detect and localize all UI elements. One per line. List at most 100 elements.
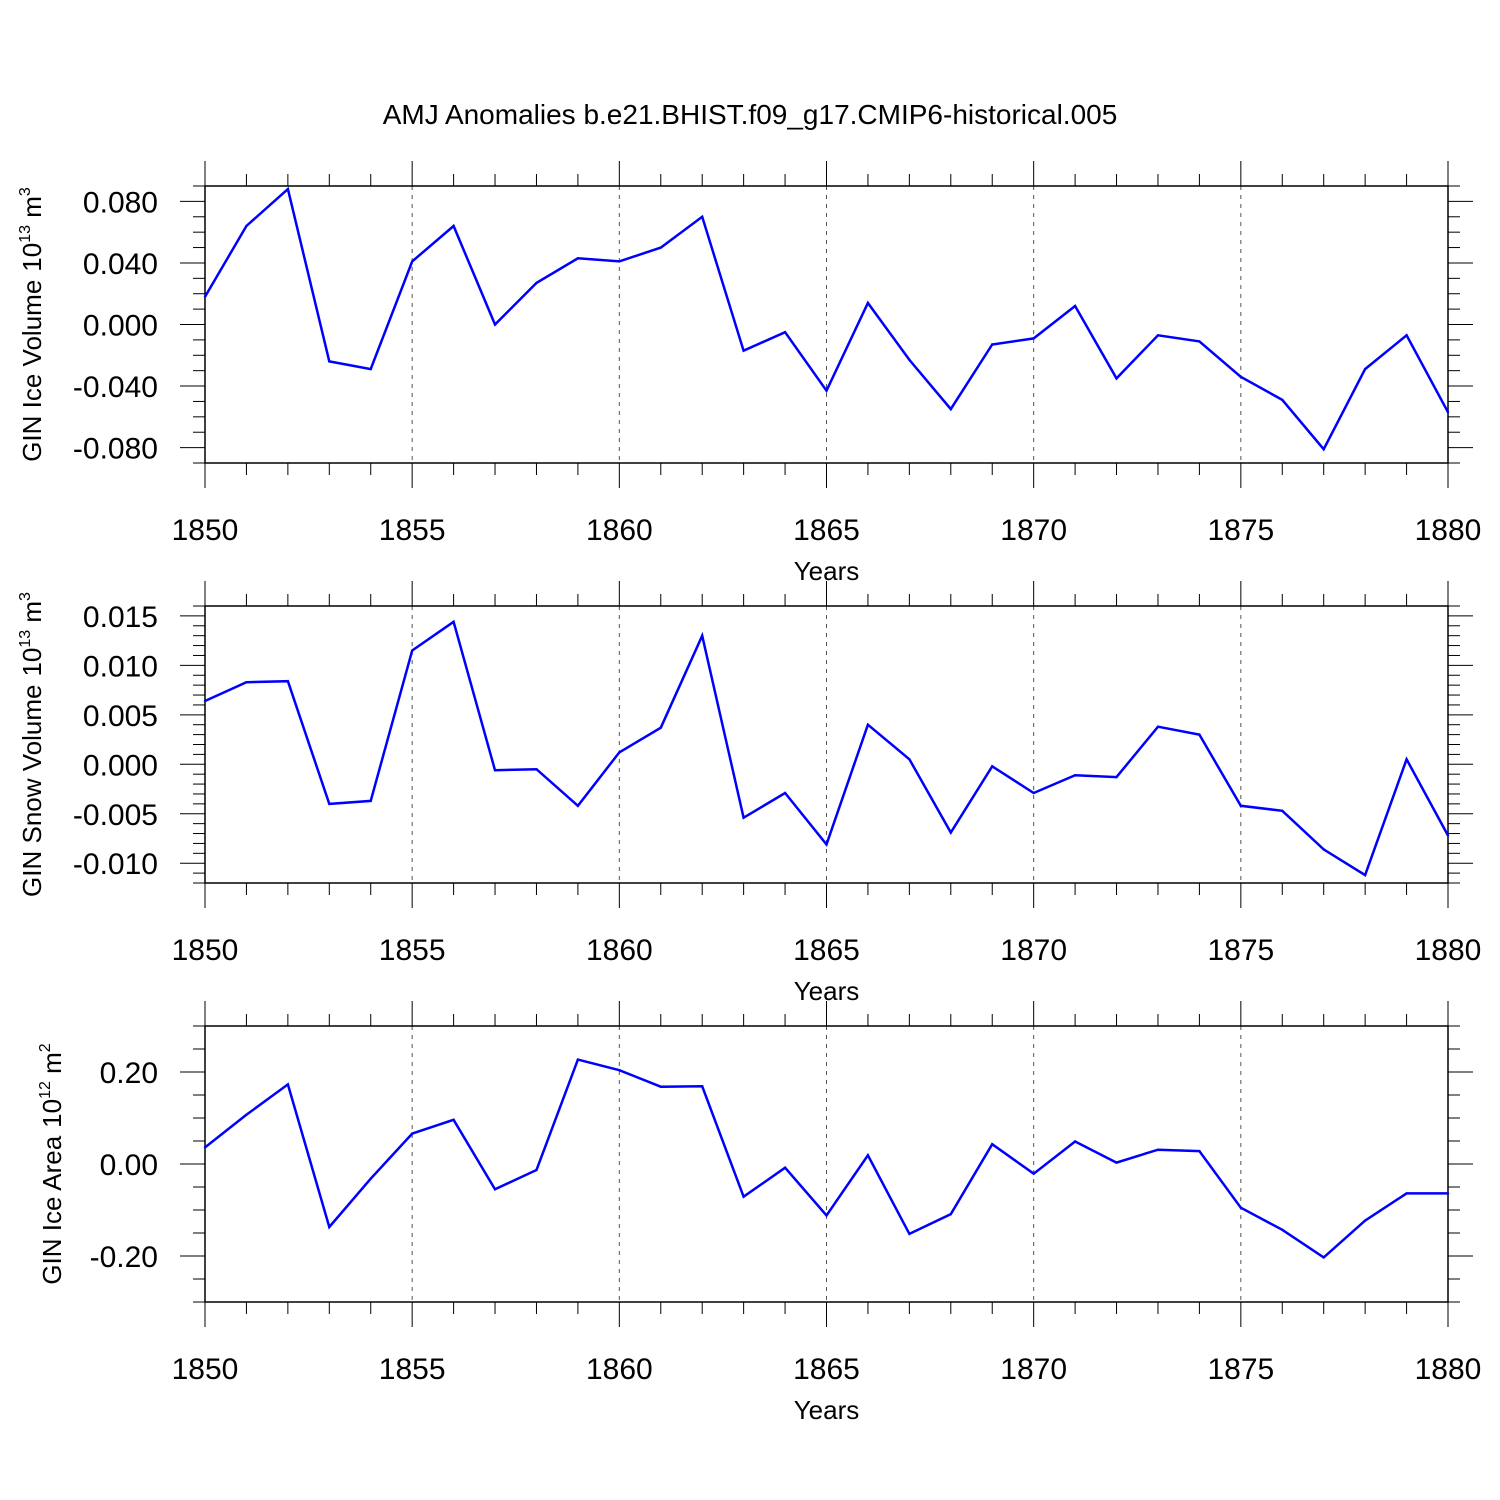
x-tick-label: 1875 (1207, 1353, 1274, 1386)
data-point (783, 1166, 787, 1169)
panel-snow-volume: -0.010 -0.005 0.000 0.005 0.010 0.015 1850 1855… (17, 581, 1481, 1006)
data-point (576, 804, 580, 808)
x-tick-label: 1865 (793, 514, 860, 547)
y-axis-label: GIN Ice Area 1012 m2 (37, 1043, 67, 1284)
data-point (328, 802, 331, 806)
x-tick-label: 1880 (1415, 934, 1482, 967)
data-point (328, 1225, 331, 1229)
x-axis-label: Years (794, 1395, 860, 1425)
y-axis-label-unit-exp2: 2 (37, 1043, 54, 1052)
y-tick-label: -0.20 (90, 1241, 158, 1274)
data-point (991, 343, 994, 346)
y-tick-label: -0.005 (73, 799, 158, 832)
y-axis-label-text: GIN Ice Volume (17, 280, 47, 462)
data-point (1115, 1161, 1118, 1164)
data-point (286, 679, 290, 683)
x-tick-label: 1860 (586, 1353, 653, 1386)
y-axis-label-unit-exp: 12 (37, 1081, 54, 1099)
data-point (1322, 1256, 1325, 1259)
data-point (618, 1068, 621, 1072)
data-point (203, 1146, 207, 1149)
data-point (866, 301, 870, 305)
y-axis-label-unit-base: 10 (17, 648, 47, 677)
data-point (245, 1113, 248, 1116)
data-point (1073, 304, 1077, 308)
data-point (701, 634, 704, 637)
data-point (410, 649, 414, 652)
y-axis-label-text: GIN Snow Volume (17, 685, 47, 897)
data-point (369, 367, 372, 371)
y-tick-label: 0.040 (83, 248, 158, 281)
y-tick-label: -0.010 (73, 848, 158, 881)
data-point (1198, 340, 1201, 343)
data-point (369, 1177, 372, 1180)
data-point (908, 758, 911, 761)
data-point (825, 843, 828, 846)
data-point (328, 360, 331, 363)
data-point (1032, 791, 1035, 795)
y-axis-label-unit-exp: 13 (17, 225, 34, 243)
data-point (535, 1168, 538, 1172)
panel-ice-area: -0.20 0.00 0.20 1850 1855 1860 1865 1870 1875 188… (37, 1001, 1481, 1425)
data-point (659, 1085, 662, 1088)
data-point (410, 260, 414, 263)
data-point (618, 260, 621, 263)
x-tick-label: 1850 (172, 934, 239, 967)
y-axis-label-unit-exp2: 3 (17, 187, 34, 196)
y-axis-label: GIN Ice Volume 1013 m3 (17, 187, 47, 462)
data-point (1115, 377, 1118, 380)
y-axis-label-unit-rest: m (17, 601, 47, 630)
data-point (1322, 447, 1325, 451)
data-point (1239, 375, 1243, 379)
data-point (369, 799, 372, 803)
data-point (1281, 398, 1284, 402)
data-point (908, 1232, 911, 1236)
x-tick-label: 1880 (1415, 1353, 1482, 1386)
data-point (1281, 809, 1284, 812)
data-point (742, 816, 745, 819)
y-tick-label: 0.000 (83, 749, 158, 782)
data-point (949, 831, 952, 834)
data-point (659, 246, 662, 249)
data-point (659, 726, 662, 729)
x-tick-label: 1875 (1207, 934, 1274, 967)
y-tick-label: -0.040 (73, 371, 158, 404)
data-point (1405, 758, 1408, 761)
x-tick-label: 1860 (586, 934, 653, 967)
data-point (1446, 834, 1450, 837)
x-tick-label: 1875 (1207, 514, 1274, 547)
data-point (535, 768, 538, 771)
x-tick-label: 1855 (379, 934, 446, 967)
x-tick-label: 1870 (1000, 514, 1067, 547)
x-tick-label: 1860 (586, 514, 653, 547)
data-point (1446, 1192, 1450, 1195)
y-axis-label-unit-exp: 13 (17, 630, 34, 648)
data-point (452, 224, 455, 228)
data-point (1363, 1219, 1367, 1222)
data-point (1032, 1172, 1035, 1175)
y-axis-label-unit-exp2: 3 (17, 592, 34, 601)
data-point (286, 1083, 290, 1086)
x-tick-label: 1850 (172, 1353, 239, 1386)
y-tick-label: 0.015 (83, 601, 158, 634)
data-point (701, 1085, 704, 1088)
data-point (1322, 848, 1325, 851)
panel-ice-volume: -0.080 -0.040 0.000 0.040 0.080 1850 1855 1860 1… (17, 161, 1481, 586)
data-point (410, 1132, 414, 1135)
x-tick-label: 1870 (1000, 1353, 1067, 1386)
y-axis-label-text: GIN Ice Area (37, 1135, 67, 1284)
y-tick-label: 0.005 (83, 700, 158, 733)
data-point (991, 1143, 994, 1146)
data-point (1156, 1148, 1160, 1151)
x-tick-label: 1865 (793, 1353, 860, 1386)
series-line-snow-volume (204, 619, 1450, 877)
data-point (493, 1188, 497, 1191)
data-point (1405, 334, 1408, 337)
panels: -0.080 -0.040 0.000 0.040 0.080 1850 1855 1860 1… (17, 161, 1481, 1425)
data-point (742, 1195, 745, 1198)
x-tick-label: 1855 (379, 1353, 446, 1386)
x-tick-label: 1865 (793, 934, 860, 967)
y-tick-label: -0.080 (73, 433, 158, 466)
data-point (1363, 873, 1367, 877)
